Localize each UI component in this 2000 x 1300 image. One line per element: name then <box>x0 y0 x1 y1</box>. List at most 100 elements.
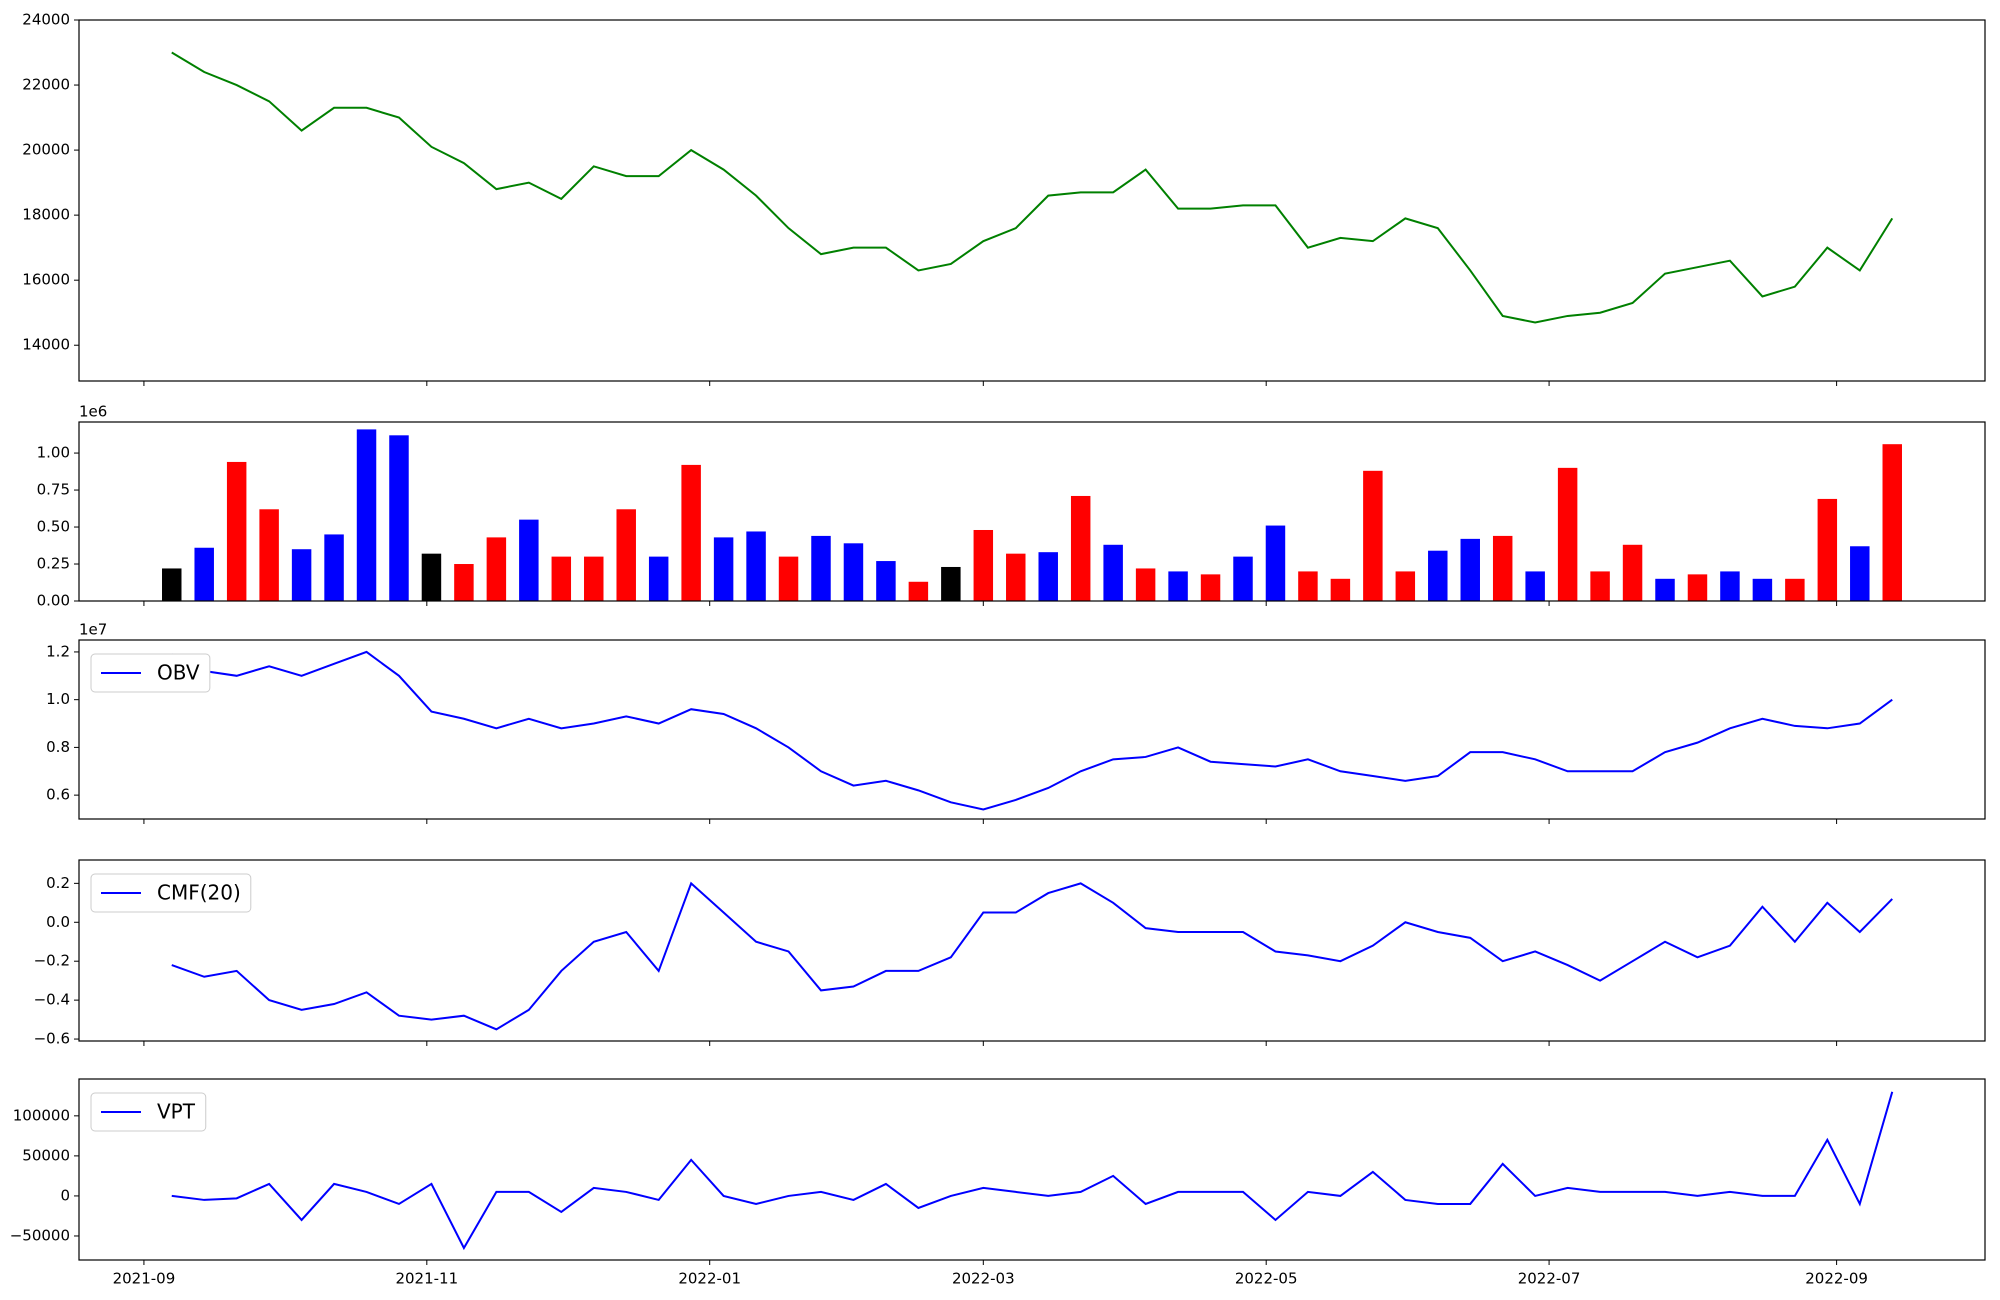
y-tick-label: 0.6 <box>46 786 70 804</box>
legend-box <box>90 653 211 693</box>
volume-bar <box>1395 571 1416 601</box>
volume-bar <box>486 537 507 601</box>
x-tick-label: 2022-05 <box>1235 1270 1298 1288</box>
y-tick-label: 22000 <box>22 76 70 94</box>
y-tick-label: −50000 <box>10 1226 70 1244</box>
volume-bar <box>1200 574 1221 601</box>
volume-bar <box>713 537 734 601</box>
volume-bar <box>941 566 961 601</box>
legend-box <box>90 873 252 913</box>
y-tick-label: 50000 <box>22 1146 70 1164</box>
volume-bar <box>1103 544 1123 601</box>
y-tick-label: 0.00 <box>37 592 70 610</box>
volume-bar <box>1135 568 1156 601</box>
y-tick-label: 1.0 <box>46 690 70 708</box>
volume-bar <box>1817 498 1838 601</box>
volume-bar <box>1460 538 1480 601</box>
volume-bar <box>876 561 896 601</box>
volume-bar <box>1590 571 1610 601</box>
volume-bar <box>226 461 247 601</box>
volume-bar <box>162 568 182 601</box>
volume-bar <box>1557 467 1578 601</box>
x-tick-label: 2021-09 <box>113 1270 176 1288</box>
volume-bar <box>1687 574 1708 601</box>
volume-bar <box>1363 470 1383 601</box>
volume-bar <box>746 531 766 601</box>
volume-bar <box>1070 495 1091 601</box>
volume-bar <box>1233 556 1253 601</box>
panel-frame <box>78 19 1986 382</box>
volume-bar <box>616 509 636 601</box>
volume-bar <box>1752 578 1773 601</box>
legend-box <box>90 1092 207 1132</box>
series-line <box>171 51 1894 324</box>
series-line <box>171 1091 1894 1251</box>
volume-bar <box>389 435 409 601</box>
axis-offset: 1e7 <box>79 621 107 639</box>
panel-frame <box>78 859 1986 1042</box>
legend-label: VPT <box>157 1100 196 1124</box>
y-tick-label: 14000 <box>22 336 70 354</box>
legend-label: OBV <box>157 661 200 685</box>
volume-bar <box>1428 550 1448 601</box>
y-tick-label: 0.75 <box>37 481 70 499</box>
axis-offset: 1e6 <box>79 403 107 421</box>
panel-frame <box>78 1078 1986 1261</box>
x-tick-label: 2022-01 <box>678 1270 741 1288</box>
x-tick-label: 2022-09 <box>1805 1270 1868 1288</box>
y-tick-label: 0.0 <box>46 913 70 931</box>
volume-bar <box>454 564 474 601</box>
x-tick-label: 2022-03 <box>952 1270 1015 1288</box>
volume-bar <box>1298 571 1318 601</box>
y-tick-label: 100000 <box>13 1106 70 1124</box>
volume-bar <box>908 581 929 601</box>
y-tick-label: 18000 <box>22 206 70 224</box>
volume-bar <box>324 534 344 601</box>
volume-bar <box>843 543 864 601</box>
y-tick-label: 0.8 <box>46 738 70 756</box>
volume-bar <box>1330 578 1351 601</box>
x-tick-label: 2021-11 <box>395 1270 458 1288</box>
volume-bar <box>1168 571 1188 601</box>
panel-frame <box>78 421 1986 602</box>
volume-bar <box>648 556 669 601</box>
volume-bar <box>1882 444 1902 601</box>
volume-bar <box>1006 553 1026 601</box>
y-tick-label: 1.2 <box>46 642 70 660</box>
volume-bar <box>1655 578 1675 601</box>
volume-bar <box>1622 544 1643 601</box>
volume-bar <box>519 519 539 601</box>
volume-bar <box>584 556 604 601</box>
y-tick-label: 16000 <box>22 271 70 289</box>
y-tick-label: 1.00 <box>37 444 70 462</box>
y-tick-label: 0.2 <box>46 874 70 892</box>
y-tick-label: −0.4 <box>34 991 70 1009</box>
y-tick-label: 0.25 <box>37 555 70 573</box>
volume-bar <box>194 547 214 601</box>
x-tick-label: 2022-07 <box>1518 1270 1581 1288</box>
volume-bar <box>1785 578 1805 601</box>
volume-bar <box>1850 546 1870 601</box>
volume-bar <box>1038 552 1058 601</box>
y-tick-label: −0.2 <box>34 952 70 970</box>
series-line <box>171 650 1893 811</box>
y-tick-label: 20000 <box>22 141 70 159</box>
series-line <box>171 881 1893 1031</box>
volume-bar <box>1265 525 1286 601</box>
y-tick-label: 0 <box>60 1186 70 1204</box>
volume-bar <box>291 549 312 601</box>
volume-bar <box>811 535 831 601</box>
y-tick-label: 24000 <box>22 11 70 29</box>
y-tick-label: −0.6 <box>34 1030 70 1048</box>
panel-frame <box>78 639 1986 820</box>
volume-bar <box>778 556 799 601</box>
volume-bar <box>421 553 442 601</box>
volume-bar <box>1525 571 1545 601</box>
volume-bar <box>1720 571 1740 601</box>
volume-bar <box>681 464 701 601</box>
volume-bar <box>356 429 377 601</box>
volume-bar <box>1492 535 1513 601</box>
legend-label: CMF(20) <box>157 881 241 905</box>
volume-bar <box>973 529 994 601</box>
